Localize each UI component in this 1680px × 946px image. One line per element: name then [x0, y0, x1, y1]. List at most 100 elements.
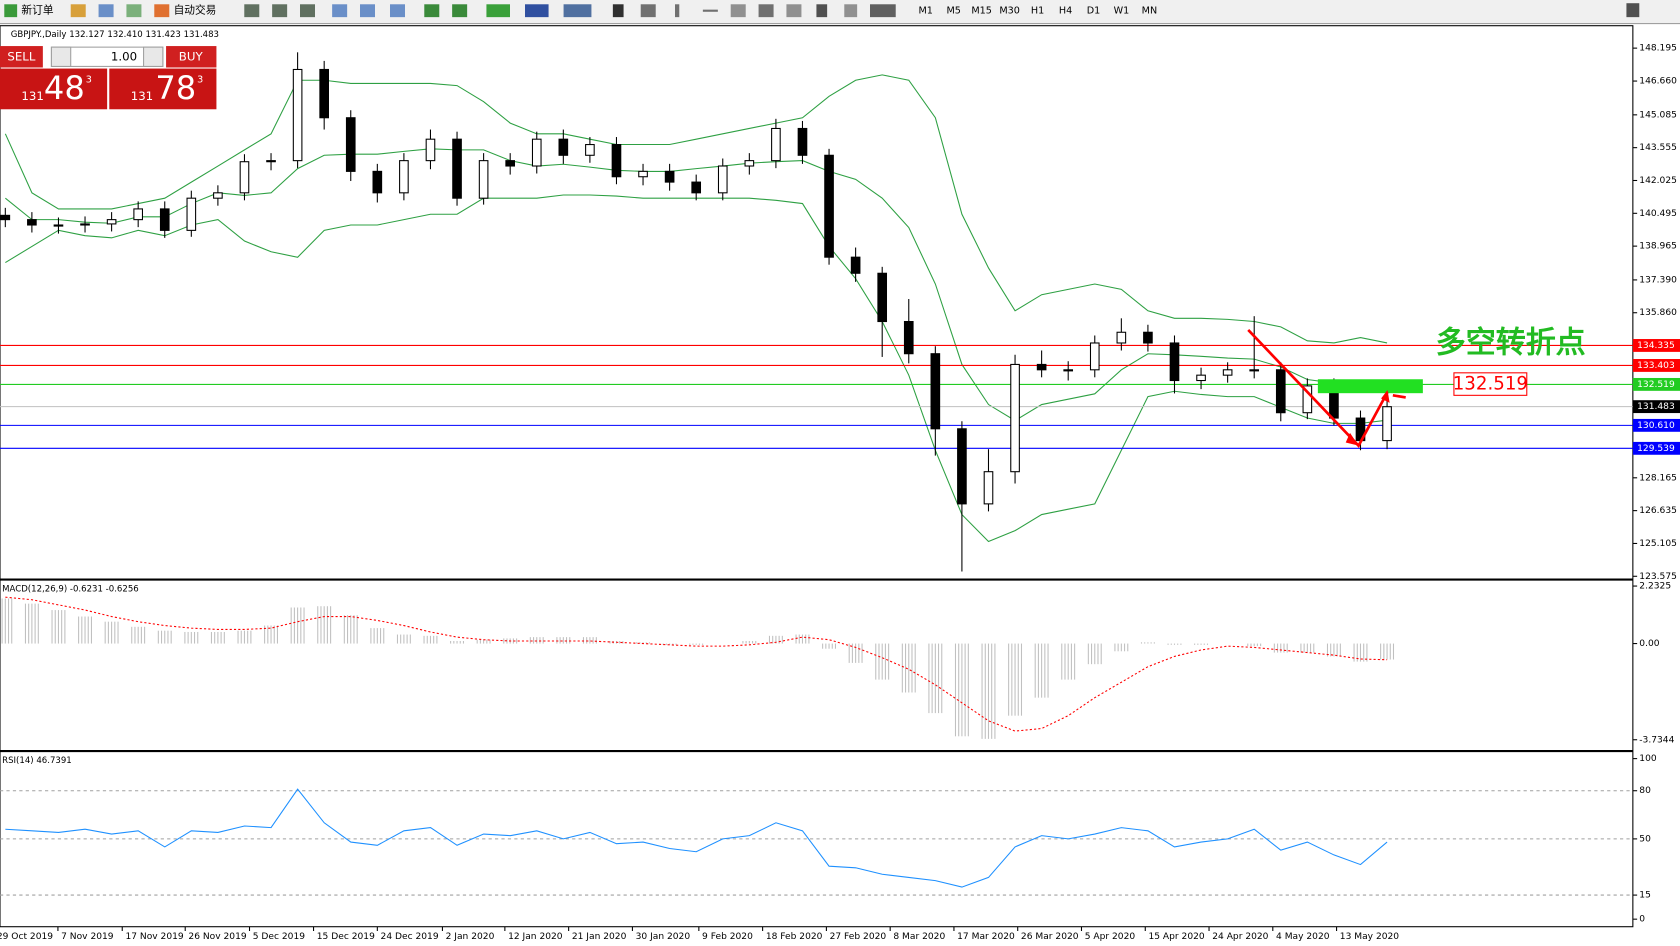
search-icon[interactable]	[1626, 3, 1640, 18]
lot-up[interactable]	[143, 46, 164, 67]
y-tick-label: 138.965	[1639, 242, 1677, 252]
icon[interactable]	[730, 4, 746, 18]
lot-down[interactable]	[50, 46, 72, 67]
lot[interactable]: 1.00	[111, 49, 137, 63]
y-tick-label: 137.390	[1639, 275, 1677, 285]
sell-label[interactable]: SELL	[7, 49, 35, 63]
level-label: 134.335	[1637, 341, 1675, 351]
icon[interactable]	[702, 9, 718, 12]
timeframe[interactable]: H4	[1059, 6, 1072, 17]
bollinger-band	[5, 148, 1388, 422]
x-tick-label: 24 Dec 2019	[381, 932, 439, 942]
candle-body	[1063, 369, 1074, 372]
icon[interactable]	[486, 4, 510, 18]
candle-body	[319, 68, 330, 119]
icon[interactable]	[300, 4, 315, 18]
ask-big: 131	[131, 89, 153, 103]
y-tick-label: 126.635	[1639, 506, 1677, 516]
icon[interactable]	[640, 4, 656, 18]
icon[interactable]	[154, 4, 170, 18]
icon[interactable]	[272, 4, 288, 18]
buy-button[interactable]	[166, 46, 217, 68]
level-label: 133.403	[1637, 361, 1675, 371]
bid-box[interactable]	[0, 68, 108, 110]
callout: 132.519	[1453, 374, 1528, 395]
candle-body	[505, 160, 516, 167]
icon[interactable]	[244, 4, 260, 18]
y-tick-label: 143.555	[1639, 143, 1677, 153]
icon[interactable]	[612, 4, 624, 18]
bid-main: 48	[44, 69, 85, 107]
icon[interactable]	[390, 4, 405, 18]
timeframe[interactable]: D1	[1087, 6, 1101, 17]
y-tick-label: 145.085	[1639, 110, 1677, 120]
x-tick-label: 17 Nov 2019	[125, 932, 183, 942]
y-tick-label: 135.860	[1639, 308, 1677, 318]
icon[interactable]	[563, 4, 592, 18]
y-tick-label: 128.165	[1639, 473, 1677, 483]
timeframes: M1 M5 M15 M30 H1 H4 D1 W1 MN	[918, 6, 1157, 17]
y-tick-label: 146.660	[1639, 77, 1677, 87]
icon[interactable]	[98, 4, 114, 18]
candle-body	[1116, 331, 1127, 344]
sell-button[interactable]	[0, 46, 43, 68]
timeframe[interactable]: MN	[1142, 6, 1158, 17]
y-tick-label: 142.025	[1639, 176, 1677, 186]
timeframe[interactable]: W1	[1114, 6, 1130, 17]
level-label: 131.483	[1637, 402, 1675, 412]
x-tick-label: 29 Oct 2019	[0, 932, 53, 942]
timeframe[interactable]: M5	[946, 6, 960, 17]
icon[interactable]	[4, 4, 18, 18]
icon[interactable]	[70, 4, 86, 18]
candle-body	[452, 138, 462, 199]
timeframe[interactable]: M15	[971, 6, 992, 17]
new-order[interactable]: 新订单	[21, 4, 53, 17]
candle-body	[638, 170, 648, 178]
candle-body	[611, 144, 622, 178]
x-tick-label: 30 Jan 2020	[636, 932, 691, 942]
candle-body	[27, 219, 37, 226]
auto-trading[interactable]: 自动交易	[174, 4, 217, 17]
toolbar	[0, 0, 1680, 24]
x-tick-label: 15 Dec 2019	[317, 932, 375, 942]
icon[interactable]	[360, 4, 375, 18]
icon[interactable]	[758, 4, 774, 18]
timeframe[interactable]: M1	[918, 6, 932, 17]
candle-body	[691, 181, 702, 194]
bid-small: 3	[86, 74, 92, 85]
icon[interactable]	[844, 4, 858, 18]
x-tick-label: 27 Feb 2020	[830, 932, 887, 942]
icon[interactable]	[525, 4, 549, 18]
icon[interactable]	[452, 4, 468, 18]
icon[interactable]	[126, 4, 142, 18]
candle-body	[213, 192, 223, 199]
y-tick-label: 148.195	[1639, 44, 1677, 54]
icon[interactable]	[816, 4, 828, 18]
y-tick-label: -3.7344	[1639, 735, 1674, 745]
timeframe[interactable]: H1	[1031, 6, 1044, 17]
candle-body	[425, 138, 436, 162]
icon[interactable]	[332, 4, 348, 18]
toolbar-icons	[4, 3, 1640, 18]
candle-body	[1143, 331, 1153, 344]
icon[interactable]	[424, 4, 440, 18]
x-tick-label: 26 Mar 2020	[1021, 932, 1079, 942]
candle-body	[239, 161, 250, 194]
candle-body	[983, 471, 994, 505]
x-tick-label: 13 May 2020	[1340, 932, 1400, 942]
chart-info: GBPJPY.,Daily 132.127 132.410 131.423 13…	[11, 30, 219, 40]
icon[interactable]	[870, 4, 896, 18]
candle-body	[106, 219, 117, 225]
icon[interactable]	[786, 4, 802, 18]
chart-area	[0, 25, 1634, 928]
y-tick-label: 80	[1639, 786, 1651, 796]
x-tick-label: 2 Jan 2020	[446, 932, 495, 942]
buy-label[interactable]: BUY	[179, 49, 204, 63]
timeframe[interactable]: M30	[999, 6, 1020, 17]
x-tick-label: 21 Jan 2020	[572, 932, 627, 942]
y-tick-label: 123.575	[1639, 572, 1677, 582]
icon[interactable]	[675, 4, 680, 18]
candle-body	[717, 165, 728, 194]
ask-box[interactable]	[109, 68, 217, 110]
